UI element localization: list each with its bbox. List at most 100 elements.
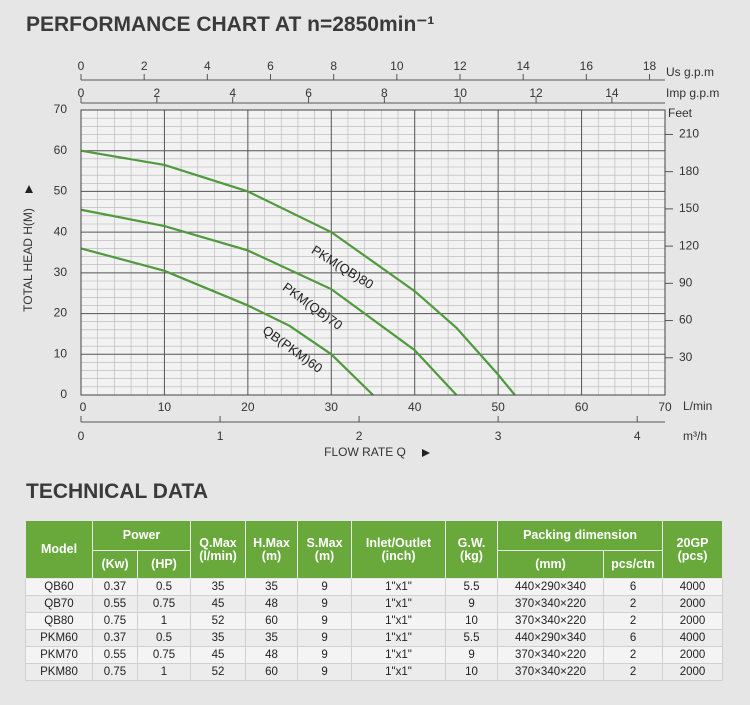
cell: 0.55 [92, 595, 138, 613]
th: S.Max (m) [297, 520, 353, 579]
th-text: 20GP [676, 535, 709, 550]
cell: 1"x1" [351, 595, 447, 613]
bottom-axis-label: m³/h [683, 429, 707, 443]
cell: 45 [190, 595, 247, 613]
y-tick-label: 0 [60, 387, 67, 401]
th: (mm) [497, 550, 605, 579]
cell: QB80 [25, 612, 93, 630]
cell: 1"x1" [351, 663, 447, 681]
th: (Kw) [92, 550, 138, 579]
cell: 440×290×340 [497, 578, 605, 596]
cell: 1"x1" [351, 578, 447, 596]
y-tick-label: 40 [54, 224, 68, 238]
cell: 35 [245, 629, 299, 647]
tick-label: 1 [217, 429, 224, 443]
grid [81, 110, 665, 395]
x-tick-label: 30 [325, 400, 339, 414]
table-row: PKM60 0.37 0.5 35 35 9 1"x1" 5.5 440×290×340 6 400… [25, 629, 724, 647]
line [80, 247, 374, 396]
tick-label: 4 [229, 86, 236, 100]
cell: 0.55 [92, 646, 138, 664]
cell: PKM70 [25, 646, 93, 664]
tick-label: 8 [381, 86, 388, 100]
cell: 2000 [662, 612, 724, 630]
cell: 5.5 [445, 578, 499, 596]
tech-table: Model Power Q.Max (l/min) H.Max (m) S.Max(… [25, 520, 724, 681]
x-tick-label: 60 [575, 400, 589, 414]
th-unit: (kg) [460, 548, 483, 563]
cell: 6 [603, 578, 664, 596]
plot-border [80, 109, 666, 396]
table-title: TECHNICAL DATA [26, 480, 208, 503]
y-arrow [25, 185, 33, 193]
cell: 370×340×220 [497, 612, 605, 630]
table-row: QB80 0.75 1 52 60 9 1"x1" 10 370×340×220 2 2000 [25, 612, 724, 630]
x-axis-label: FLOW RATE Q [324, 445, 406, 459]
tick-label: 12 [453, 59, 467, 73]
top-axis-label: Imp g.p.m [666, 86, 719, 100]
x-unit: L/min [683, 399, 712, 413]
tick-label: 4 [634, 429, 641, 443]
cell: 0.37 [92, 578, 138, 596]
cell: 9 [297, 578, 353, 596]
cell: 2 [603, 646, 664, 664]
x-tick-label: 50 [491, 400, 505, 414]
cell: 2 [603, 612, 664, 630]
cell: 52 [190, 663, 247, 681]
cell: 440×290×340 [497, 629, 605, 647]
cell: 0.5 [136, 578, 192, 596]
th: Inlet/Outlet (inch) [351, 520, 447, 579]
y2-tick-label: 180 [679, 164, 699, 178]
cell: 370×340×220 [497, 646, 605, 664]
cell: 9 [297, 663, 353, 681]
th: Packing dimension [497, 520, 664, 551]
cell: 6 [603, 629, 664, 647]
tick-label: 0 [78, 429, 85, 443]
tick-label: 12 [529, 86, 543, 100]
line [80, 208, 458, 396]
th-text: Inlet/Outlet [365, 535, 432, 550]
tick-label: 2 [356, 429, 363, 443]
cell: 10 [445, 663, 499, 681]
y-tick-label: 30 [54, 265, 68, 279]
cell: 5.5 [445, 629, 499, 647]
x-tick-label: 40 [408, 400, 422, 414]
cell: 9 [297, 595, 353, 613]
tick-label: 4 [204, 59, 211, 73]
y2-tick-label: 60 [679, 313, 693, 327]
cell: 35 [245, 578, 299, 596]
th-unit: (m) [314, 548, 335, 563]
cell: 45 [190, 646, 247, 664]
cell: PKM80 [25, 663, 93, 681]
cell: 0.75 [92, 663, 138, 681]
cell: 60 [245, 612, 299, 630]
y-tick-label: 20 [54, 306, 68, 320]
cell: 0.75 [136, 646, 192, 664]
tick-label: 10 [390, 59, 404, 73]
y2-tick-label: 120 [679, 238, 699, 252]
cell: 2 [603, 663, 664, 681]
cell: 370×340×220 [497, 663, 605, 681]
cell: 10 [445, 612, 499, 630]
plot-area [81, 110, 665, 395]
line [80, 149, 516, 396]
cell: 370×340×220 [497, 595, 605, 613]
y-axis-label: TOTAL HEAD H(M) [21, 208, 35, 312]
y2-tick-label: 90 [679, 276, 693, 290]
th: (HP) [136, 550, 192, 579]
cell: 1 [136, 663, 192, 681]
th-text: H.Max [253, 535, 290, 550]
cell: 2000 [662, 595, 724, 613]
th-unit: (inch) [381, 548, 416, 563]
cell: 1"x1" [351, 629, 447, 647]
th-text: Q.Max [199, 535, 237, 550]
tick-label: 18 [643, 59, 657, 73]
cell: 0.75 [136, 595, 192, 613]
cell: 4000 [662, 629, 724, 647]
tick-label: 2 [141, 59, 148, 73]
cell: QB70 [25, 595, 93, 613]
x-tick-label: 20 [241, 400, 255, 414]
cell: 4000 [662, 578, 724, 596]
table-row: QB70 0.55 0.75 45 48 9 1"x1" 9 370×340×220 2 2000 [25, 595, 724, 613]
